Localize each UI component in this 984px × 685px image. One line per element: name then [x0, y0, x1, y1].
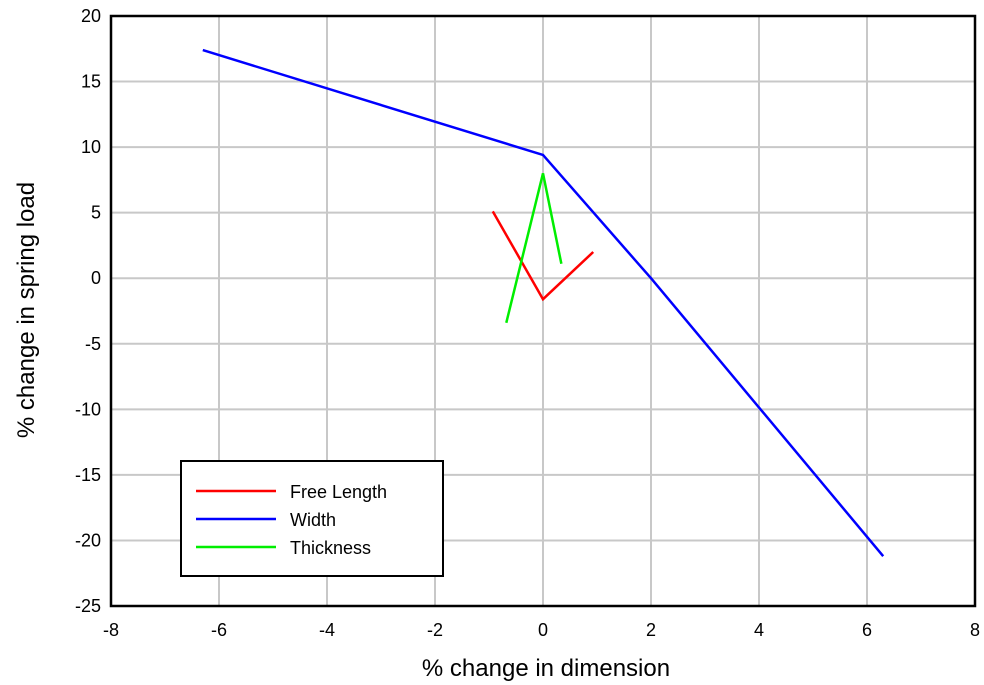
y-tick-label: -15: [75, 465, 101, 485]
grid: [110, 15, 976, 607]
y-tick-label: 5: [91, 203, 101, 223]
legend-label-thickness: Thickness: [290, 538, 371, 558]
series-line-width: [202, 48, 885, 557]
series-line-free-length: [491, 210, 595, 302]
x-tick-label: 8: [970, 620, 980, 640]
x-tick-label: 2: [646, 620, 656, 640]
y-tick-label: -10: [75, 399, 101, 419]
x-tick-labels: -8 -6 -4 -2 0 2 4 6 8: [103, 620, 980, 640]
y-tick-label: 15: [81, 72, 101, 92]
legend-label-free-length: Free Length: [290, 482, 387, 502]
legend: Free Length Width Thickness: [180, 460, 444, 577]
y-tick-label: -20: [75, 530, 101, 550]
y-axis-title: % change in spring load: [13, 182, 40, 438]
y-tick-label: 0: [91, 268, 101, 288]
legend-label-width: Width: [290, 510, 336, 530]
y-tick-label: -25: [75, 596, 101, 616]
series-layer: [202, 48, 885, 557]
x-tick-label: -2: [427, 620, 443, 640]
series-line-thickness: [505, 173, 563, 324]
legend-items: Free Length Width Thickness: [196, 482, 387, 558]
x-tick-label: 0: [538, 620, 548, 640]
x-tick-label: -8: [103, 620, 119, 640]
y-tick-label: 10: [81, 137, 101, 157]
x-tick-label: 4: [754, 620, 764, 640]
y-tick-label: -5: [85, 334, 101, 354]
y-tick-label: 20: [81, 6, 101, 26]
plot-frame: [109, 14, 977, 608]
y-tick-labels: 20 15 10 5 0 -5 -10 -15 -20 -25: [75, 6, 101, 616]
x-tick-label: -6: [211, 620, 227, 640]
x-tick-label: -4: [319, 620, 335, 640]
x-tick-label: 6: [862, 620, 872, 640]
x-axis-title: % change in dimension: [422, 655, 670, 682]
